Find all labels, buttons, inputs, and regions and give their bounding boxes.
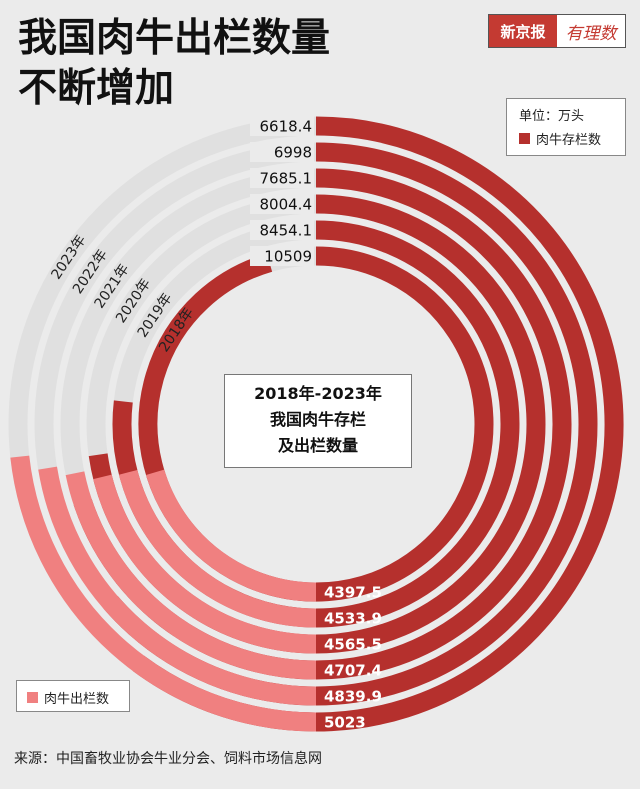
brand-logo: 新京报 有理数 (488, 14, 626, 48)
stock-value-label: 8454.1 (250, 220, 314, 240)
stock-value-label: 6998 (250, 142, 314, 162)
stock-label-chip (250, 246, 314, 266)
brand-name: 新京报 (489, 15, 557, 47)
stock-value-text: 6998 (274, 144, 312, 162)
title-line-2: 不断增加 (18, 66, 175, 111)
stock-value-text: 10509 (264, 248, 312, 266)
slaughter-bar (65, 471, 317, 680)
legend-swatch-slaughter (27, 692, 38, 703)
unit-label: 单位：万头 (519, 109, 585, 124)
slaughter-value-text: 4707.4 (324, 662, 382, 680)
stock-label-chip (250, 142, 314, 162)
source-note: 来源：中国畜牧业协会牛业分会、饲料市场信息网 (14, 751, 322, 767)
legend-slaughter: 肉牛出栏数 (16, 680, 130, 712)
slaughter-bar (10, 455, 317, 732)
stock-value-text: 7685.1 (260, 170, 313, 188)
center-label: 2018年-2023年 我国肉牛存栏 及出栏数量 (224, 374, 412, 468)
slaughter-value-text: 4397.5 (324, 584, 382, 602)
legend-swatch-stock (519, 133, 530, 144)
slaughter-value-text: 4565.5 (324, 636, 382, 654)
center-line-1: 2018年-2023年 (254, 384, 382, 403)
stock-bar (138, 246, 494, 602)
slaughter-bar (145, 469, 317, 602)
stock-value-label: 10509 (250, 246, 314, 266)
slaughter-value-text: 4839.9 (324, 688, 382, 706)
slaughter-value-text: 5023 (324, 714, 366, 732)
stock-label-chip (250, 220, 314, 240)
title-line-1: 我国肉牛出栏数量 (18, 16, 331, 61)
legend-label-slaughter: 肉牛出栏数 (44, 692, 110, 707)
center-line-2: 我国肉牛存栏 (269, 410, 366, 429)
slaughter-bar (118, 469, 317, 628)
stock-label-chip (250, 116, 314, 136)
stock-value-label: 6618.4 (250, 116, 314, 136)
legend-item-slaughter: 肉牛出栏数 (27, 688, 109, 707)
page-title: 我国肉牛出栏数量 不断增加 (18, 14, 330, 114)
slaughter-bar (38, 466, 317, 706)
stock-value-text: 6618.4 (260, 118, 313, 136)
slaughter-value-text: 4533.9 (324, 610, 382, 628)
stock-value-text: 8004.4 (260, 196, 313, 214)
center-line-3: 及出栏数量 (277, 436, 358, 455)
slaughter-bar (93, 474, 317, 654)
legend-label-stock: 肉牛存栏数 (536, 133, 602, 148)
stock-label-chip (250, 194, 314, 214)
stock-value-text: 8454.1 (260, 222, 313, 240)
brand-column: 有理数 (565, 23, 617, 44)
stock-value-label: 8004.4 (250, 194, 314, 214)
stock-value-label: 7685.1 (250, 168, 314, 188)
stock-label-chip (250, 168, 314, 188)
legend-item-stock: 肉牛存栏数 (519, 129, 601, 148)
legend-stock: 单位：万头 肉牛存栏数 (506, 98, 626, 156)
